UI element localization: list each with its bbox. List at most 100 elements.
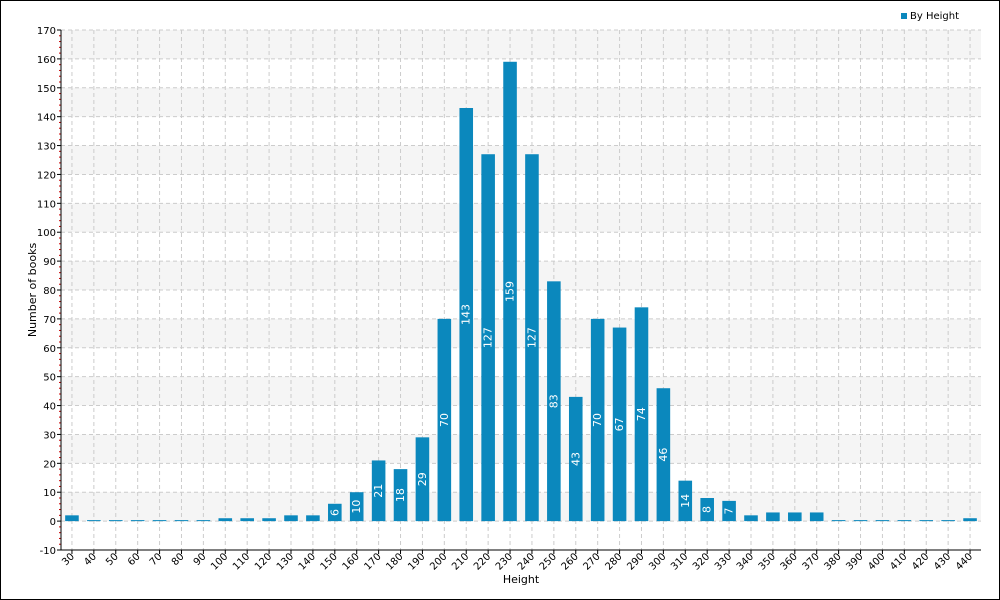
bar-40 bbox=[87, 520, 101, 522]
bars bbox=[65, 61, 977, 522]
bar-370 bbox=[809, 512, 824, 522]
data-label-290: 74 bbox=[635, 407, 648, 421]
bar-430 bbox=[941, 520, 955, 522]
bar-140 bbox=[306, 515, 320, 522]
y-tick-label: 130 bbox=[37, 142, 56, 153]
y-tick-label: 170 bbox=[37, 26, 56, 37]
x-tick-label: 210 bbox=[450, 551, 471, 572]
grid-band bbox=[61, 434, 981, 464]
x-tick-label: 330 bbox=[713, 551, 734, 572]
x-tick-label: 130 bbox=[275, 551, 296, 572]
x-tick-label: 160 bbox=[341, 551, 362, 572]
x-tick-label: 300 bbox=[647, 551, 668, 572]
bar-190 bbox=[415, 437, 430, 522]
grid-band bbox=[61, 203, 981, 233]
bar-160 bbox=[349, 492, 364, 522]
y-tick-label: 70 bbox=[43, 315, 56, 326]
x-tick-label: 170 bbox=[362, 551, 383, 572]
data-label-330: 7 bbox=[723, 508, 736, 515]
x-tick-label: 80 bbox=[170, 551, 187, 568]
data-label-160: 10 bbox=[350, 500, 363, 514]
bar-50 bbox=[108, 520, 123, 522]
x-tick-label: 430 bbox=[932, 551, 953, 572]
gridlines bbox=[61, 29, 981, 551]
legend-swatch bbox=[901, 13, 907, 19]
data-label-300: 46 bbox=[657, 448, 670, 462]
y-tick-label: 160 bbox=[37, 55, 56, 66]
bar-80 bbox=[174, 520, 189, 522]
bar-60 bbox=[130, 520, 145, 522]
y-tick-label: 100 bbox=[37, 228, 56, 239]
data-label-150: 6 bbox=[328, 509, 341, 516]
x-tick-label: 250 bbox=[538, 551, 559, 572]
bar-400 bbox=[875, 520, 890, 522]
x-tick-label: 370 bbox=[801, 551, 822, 572]
bar-440 bbox=[963, 518, 977, 522]
grid-band bbox=[61, 30, 981, 59]
x-tick-label: 100 bbox=[209, 551, 230, 572]
bar-390 bbox=[853, 520, 868, 522]
legend-label-by-height: By Height bbox=[910, 11, 959, 22]
data-label-250: 83 bbox=[547, 394, 560, 408]
x-tick-label: 310 bbox=[669, 551, 690, 572]
data-label-230: 159 bbox=[504, 281, 517, 302]
x-tick-label: 380 bbox=[822, 551, 843, 572]
x-tick-label: 360 bbox=[779, 551, 800, 572]
y-tick-label: 140 bbox=[37, 113, 56, 124]
data-label-270: 70 bbox=[591, 413, 604, 427]
x-axis-ticks: 30 40 50 60 70 80 90 100 110 120 130 140 150 160 170 18… bbox=[60, 550, 975, 573]
x-tick-label: 440 bbox=[954, 551, 975, 572]
bar-210 bbox=[459, 108, 474, 522]
bar-300 bbox=[656, 388, 671, 522]
x-tick-label: 200 bbox=[428, 551, 449, 572]
y-tick-label: 110 bbox=[37, 199, 56, 210]
x-tick-label: 280 bbox=[603, 551, 624, 572]
y-tick-label: 40 bbox=[43, 402, 56, 413]
x-tick-label: 230 bbox=[494, 551, 515, 572]
x-tick-label: 140 bbox=[297, 551, 318, 572]
data-label-260: 43 bbox=[569, 452, 582, 466]
x-tick-label: 390 bbox=[844, 551, 865, 572]
x-tick-label: 50 bbox=[104, 551, 121, 568]
bar-170 bbox=[371, 460, 386, 522]
y-axis-title: Number of books bbox=[26, 243, 39, 338]
y-tick-label: 50 bbox=[43, 373, 56, 384]
bar-340 bbox=[744, 515, 758, 522]
x-tick-label: 180 bbox=[384, 551, 405, 572]
grid-band bbox=[61, 318, 981, 348]
x-tick-label: 70 bbox=[148, 551, 165, 568]
bar-130 bbox=[284, 515, 298, 522]
data-label-220: 127 bbox=[482, 327, 495, 348]
data-labels: 6 10 21 18 29 70 143 127 159 127 83 43 70 67 74 46 14 8 7 bbox=[328, 281, 735, 516]
y-axis-ticks: -10 0 10 20 30 40 50 60 70 80 90 100 110 120 130 140 150… bbox=[37, 26, 61, 557]
x-tick-label: 350 bbox=[757, 551, 778, 572]
x-tick-label: 410 bbox=[888, 551, 909, 572]
bar-110 bbox=[240, 518, 254, 522]
bar-180 bbox=[393, 469, 408, 522]
bar-280 bbox=[612, 327, 627, 522]
data-label-280: 67 bbox=[613, 417, 626, 431]
bar-410 bbox=[897, 520, 912, 522]
grid-band bbox=[61, 145, 981, 175]
bar-380 bbox=[831, 520, 846, 522]
bar-250 bbox=[547, 281, 561, 522]
x-tick-label: 120 bbox=[253, 551, 274, 572]
data-label-210: 143 bbox=[460, 304, 473, 325]
bar-30 bbox=[65, 515, 79, 522]
bar-200 bbox=[437, 318, 452, 522]
grid-band bbox=[61, 376, 981, 406]
y-tick-label: 0 bbox=[50, 517, 56, 528]
bar-290 bbox=[634, 307, 649, 522]
y-tick-label: 120 bbox=[37, 170, 56, 181]
y-tick-label: 150 bbox=[37, 84, 56, 95]
bar-350 bbox=[766, 512, 780, 522]
x-tick-label: 60 bbox=[126, 551, 143, 568]
bar-90 bbox=[196, 520, 211, 522]
grid-band bbox=[61, 492, 981, 522]
x-tick-label: 190 bbox=[406, 551, 427, 572]
legend: By Height bbox=[901, 11, 959, 22]
axes bbox=[60, 30, 981, 551]
grid-band bbox=[61, 261, 981, 290]
bar-150 bbox=[328, 503, 342, 522]
